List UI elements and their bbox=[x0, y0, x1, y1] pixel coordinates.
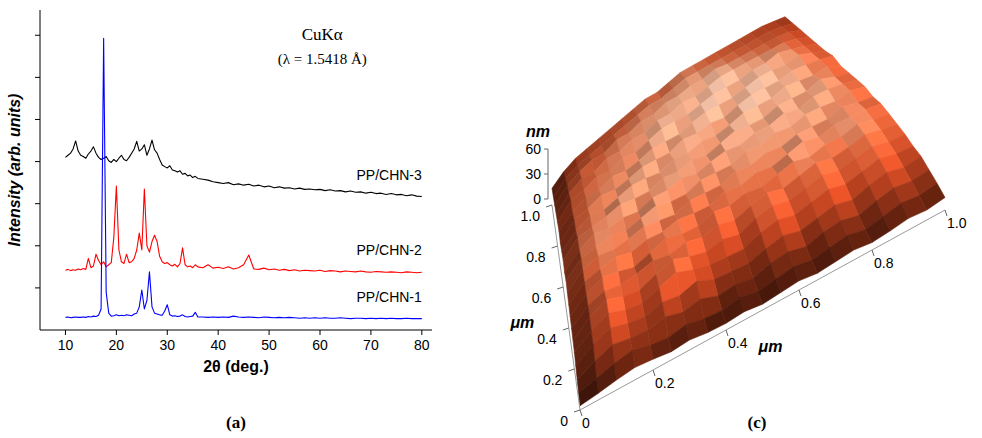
figure: 10 20 30 40 50 60 70 80 PP/CHN-3 PP/CHN-2 PP/CHN-1… bbox=[0, 0, 982, 438]
y-tick bbox=[35, 161, 40, 162]
y-tick-label: 0.4 bbox=[728, 335, 748, 351]
surface-cell bbox=[704, 310, 726, 332]
x-axis-title: 2θ (deg.) bbox=[203, 358, 269, 375]
annotation: (λ = 1.5418 Å) bbox=[278, 51, 367, 68]
z-tick-label: 30 bbox=[525, 166, 541, 182]
x-tick bbox=[116, 330, 117, 335]
series-label: PP/CHN-3 bbox=[356, 167, 422, 183]
panel-label: (a) bbox=[226, 413, 246, 432]
panel-afm: 00.20.40.60.81.000.20.40.60.81.003060nmμ… bbox=[509, 17, 966, 432]
x-tick bbox=[65, 330, 66, 335]
x-tick-label: 1.0 bbox=[521, 208, 541, 224]
surface-cell bbox=[668, 324, 689, 351]
x-tick bbox=[421, 330, 422, 335]
surface-cell bbox=[650, 338, 671, 360]
y-tick bbox=[35, 287, 40, 288]
x-tick-label: 20 bbox=[109, 337, 125, 353]
x-tick-label: 60 bbox=[312, 337, 328, 353]
x-tick-label: 0 bbox=[560, 413, 568, 429]
y-tick bbox=[35, 77, 40, 78]
xrd-trace bbox=[65, 186, 421, 273]
y-axis-title: μm bbox=[758, 338, 783, 355]
annotation: CuKα bbox=[302, 25, 343, 44]
surface-cell bbox=[614, 350, 634, 380]
x-tick bbox=[218, 330, 219, 335]
panel-label: (c) bbox=[748, 413, 767, 432]
x-tick bbox=[167, 330, 168, 335]
surface-cell bbox=[722, 297, 744, 323]
x-tick bbox=[568, 369, 574, 371]
surface-cell bbox=[686, 319, 708, 340]
x-axis bbox=[40, 330, 432, 331]
x-tick bbox=[370, 330, 371, 335]
y-axis bbox=[40, 10, 41, 330]
z-tick bbox=[544, 149, 548, 150]
x-tick-label: 70 bbox=[363, 337, 379, 353]
surface-cell bbox=[632, 345, 653, 367]
xrd-trace bbox=[65, 140, 421, 196]
x-tick-label: 80 bbox=[414, 337, 430, 353]
y-tick bbox=[35, 35, 40, 36]
x-tick bbox=[546, 205, 552, 207]
y-tick bbox=[35, 245, 40, 246]
x-tick bbox=[552, 246, 558, 248]
series-label: PP/CHN-1 bbox=[356, 289, 422, 305]
z-tick-label: 60 bbox=[525, 141, 541, 157]
y-axis-title: Intensity (arb. units) bbox=[6, 94, 23, 247]
xrd-trace bbox=[65, 38, 421, 318]
y-tick-label: 0.8 bbox=[874, 255, 894, 271]
x-tick bbox=[574, 410, 580, 412]
y-tick-label: 1.0 bbox=[947, 215, 967, 231]
z-tick bbox=[544, 174, 548, 175]
y-axis bbox=[580, 210, 945, 410]
x-tick bbox=[269, 330, 270, 335]
y-tick bbox=[35, 119, 40, 120]
x-axis-title: μm bbox=[509, 314, 534, 331]
x-tick bbox=[320, 330, 321, 335]
plot-lines bbox=[65, 38, 421, 318]
panel-xrd: 10 20 30 40 50 60 70 80 PP/CHN-3 PP/CHN-2 PP/CHN-1… bbox=[6, 10, 432, 432]
series-label: PP/CHN-2 bbox=[356, 242, 422, 258]
z-axis-title: nm bbox=[526, 123, 550, 140]
x-tick bbox=[557, 287, 563, 289]
x-tick-label: 0.4 bbox=[537, 331, 557, 347]
z-tick-label: 0 bbox=[533, 191, 541, 207]
surface-cell bbox=[597, 363, 617, 393]
z-tick bbox=[544, 199, 548, 200]
y-tick bbox=[35, 203, 40, 204]
x-tick-label: 50 bbox=[261, 337, 277, 353]
x-tick-label: 10 bbox=[58, 337, 74, 353]
x-tick-label: 0.2 bbox=[543, 372, 563, 388]
y-tick-label: 0.6 bbox=[801, 295, 821, 311]
x-tick-label: 40 bbox=[210, 337, 226, 353]
x-tick-label: 0.8 bbox=[526, 249, 546, 265]
surface bbox=[552, 17, 945, 406]
y-tick-label: 0 bbox=[582, 415, 590, 431]
x-tick bbox=[563, 328, 569, 330]
x-tick-label: 0.6 bbox=[532, 290, 552, 306]
x-tick-label: 30 bbox=[159, 337, 175, 353]
y-tick-label: 0.2 bbox=[655, 375, 675, 391]
